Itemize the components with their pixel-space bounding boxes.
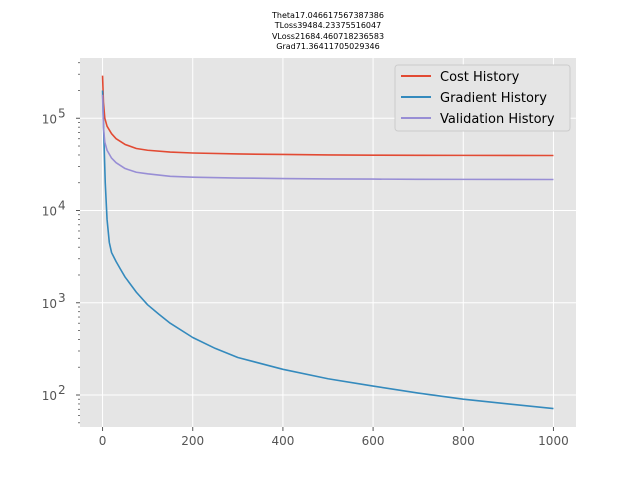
y-tick-exponent: 4 bbox=[58, 199, 66, 213]
x-tick-label: 800 bbox=[452, 434, 475, 448]
legend-box bbox=[394, 64, 571, 132]
y-tick-label: 10 bbox=[42, 205, 57, 219]
legend-label-validation: Validation History bbox=[440, 112, 555, 127]
series-lines bbox=[101, 75, 554, 410]
y-minor-ticks bbox=[78, 62, 80, 424]
y-tick-label: 10 bbox=[42, 297, 57, 311]
title-validation-loss: VLoss21684.460718236583 bbox=[272, 32, 384, 41]
chart-title: Theta17.046617567387386 TLoss39484.23375… bbox=[271, 11, 384, 51]
y-tick-label: 10 bbox=[42, 389, 57, 403]
gradient-history-line bbox=[101, 90, 554, 410]
x-tick-label: 600 bbox=[362, 434, 385, 448]
y-tick-exponent: 3 bbox=[58, 291, 66, 305]
validation-history-line bbox=[101, 94, 554, 181]
title-train-loss: TLoss39484.23375516047 bbox=[274, 21, 381, 30]
x-tick-label: 0 bbox=[99, 434, 107, 448]
x-tick-label: 400 bbox=[271, 434, 294, 448]
x-tick-label: 1000 bbox=[538, 434, 569, 448]
y-tick-exponent: 2 bbox=[58, 383, 66, 397]
legend-label-cost: Cost History bbox=[440, 70, 520, 85]
legend: Cost History Gradient History Validation… bbox=[394, 64, 571, 132]
y-tick-exponent: 5 bbox=[58, 106, 66, 120]
cost-history-line bbox=[101, 75, 554, 157]
y-tick-label: 10 bbox=[42, 112, 57, 126]
title-theta: Theta17.046617567387386 bbox=[271, 11, 384, 20]
legend-label-gradient: Gradient History bbox=[440, 91, 547, 106]
x-axis-ticks: 0 200 400 600 800 1000 bbox=[99, 427, 569, 448]
title-gradient: Grad71.36411705029346 bbox=[276, 42, 379, 51]
x-tick-label: 200 bbox=[181, 434, 204, 448]
